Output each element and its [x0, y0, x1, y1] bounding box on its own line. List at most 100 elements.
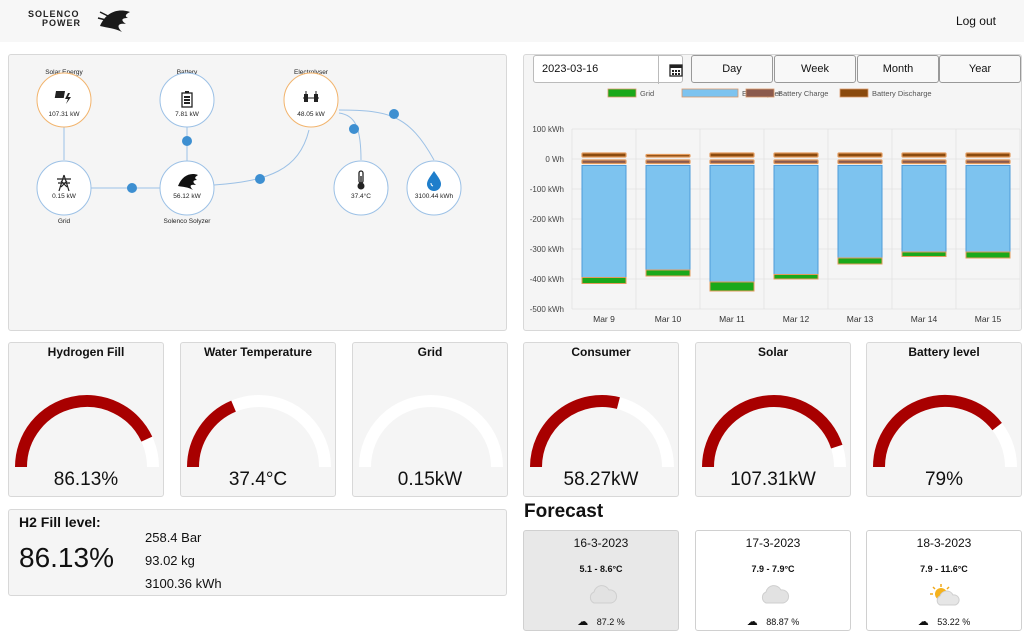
bar-grid[interactable] — [773, 274, 819, 280]
range-year-button[interactable]: Year — [939, 55, 1021, 83]
gauge-arc — [187, 395, 331, 468]
legend-label[interactable]: Battery Charge — [778, 89, 828, 98]
bar-battery-charge[interactable] — [773, 159, 819, 165]
forecast-temp: 7.9 - 11.6°C — [920, 564, 968, 574]
gauge-arc — [359, 395, 503, 468]
legend-label[interactable]: Battery Discharge — [872, 89, 932, 98]
gauge-track — [359, 395, 503, 468]
legend-swatch[interactable] — [839, 88, 869, 98]
bar-battery-discharge[interactable] — [645, 153, 691, 158]
bar-battery-discharge[interactable] — [773, 152, 819, 158]
humidity-cloud-icon: ☁ — [917, 616, 929, 628]
bar-battery-charge[interactable] — [837, 159, 883, 165]
solar-label: Solar Energy — [45, 69, 83, 76]
humidity-value: 53.22 % — [937, 617, 971, 627]
solyzer-node[interactable] — [159, 160, 215, 216]
bar-grid[interactable] — [965, 251, 1011, 259]
bar-battery-discharge[interactable] — [901, 152, 947, 158]
gauge-value: 79% — [924, 469, 964, 490]
legend-swatch[interactable] — [745, 88, 775, 98]
bar-electrolyser[interactable] — [709, 165, 755, 283]
link-dot — [182, 136, 192, 146]
sun-cloud-icon — [930, 584, 960, 606]
link-dot — [349, 124, 359, 134]
bar-battery-charge[interactable] — [645, 159, 691, 165]
humidity-value: 87.2 % — [596, 617, 625, 627]
battery-label: Battery — [177, 69, 198, 76]
gauge-hydrogen-fill: Hydrogen Fill 86.13% — [8, 342, 164, 497]
date-value: 2023-03-16 — [542, 63, 599, 75]
grid-node[interactable] — [36, 160, 92, 216]
bar-grid[interactable] — [837, 257, 883, 265]
forecast-date: 16-3-2023 — [573, 536, 629, 550]
solenco-logo[interactable]: SOLENCO POWER — [28, 6, 138, 36]
range-day-button[interactable]: Day — [691, 55, 773, 83]
humidity-cloud-icon: ☁ — [577, 616, 589, 628]
gauge-value: 107.31kW — [730, 469, 816, 490]
bar-electrolyser[interactable] — [581, 165, 627, 278]
legend-swatch[interactable] — [607, 88, 637, 98]
bar-battery-charge[interactable] — [901, 159, 947, 165]
legend-swatch[interactable] — [681, 88, 739, 98]
bar-battery-charge[interactable] — [709, 159, 755, 165]
gauge-arc — [15, 395, 159, 468]
range-month-button[interactable]: Month — [857, 55, 939, 83]
bar-electrolyser[interactable] — [901, 165, 947, 253]
gauge-fill — [702, 395, 843, 468]
gauge-water-temperature: Water Temperature 37.4°C — [180, 342, 336, 497]
gauge-track — [15, 395, 159, 468]
solar-icon — [54, 91, 71, 104]
bar-battery-discharge[interactable] — [581, 152, 627, 158]
gauge-battery-level: Battery level 79% — [866, 342, 1022, 497]
energy-flow-panel: Solar Energy 107.31 kW Battery 7.81 kW E… — [8, 54, 507, 331]
forecast-card[interactable]: 16-3-2023 5.1 - 8.6°C ☁ 87.2 % — [523, 530, 679, 631]
bar-electrolyser[interactable] — [773, 165, 819, 275]
logout-link[interactable]: Log out — [955, 14, 996, 28]
bar-electrolyser[interactable] — [645, 165, 691, 271]
x-tick-label: Mar 13 — [847, 314, 874, 324]
bar-grid[interactable] — [901, 251, 947, 257]
range-week-button[interactable]: Week — [774, 55, 856, 83]
gauge-title: Water Temperature — [203, 345, 313, 359]
bar-battery-charge[interactable] — [965, 159, 1011, 165]
bar-grid[interactable] — [709, 281, 755, 292]
bar-electrolyser[interactable] — [965, 165, 1011, 253]
y-tick-label: -500 kWh — [530, 305, 564, 314]
electrolyser-node[interactable] — [283, 72, 339, 128]
cloud-icon — [761, 585, 789, 604]
bar-electrolyser[interactable] — [837, 165, 883, 259]
bar-grid[interactable] — [645, 269, 691, 277]
gauge-title: Solar — [757, 345, 788, 359]
gauge-value: 86.13% — [53, 469, 119, 490]
bar-grid[interactable] — [581, 277, 627, 284]
temperature-value: 37.4°C — [351, 192, 371, 200]
gauge-title: Grid — [417, 345, 443, 359]
forecast-humidity: ☁ 88.87 % — [696, 615, 850, 628]
gauge-value: 37.4°C — [228, 469, 288, 490]
gauge-track — [873, 395, 1017, 468]
gauge-track — [702, 395, 846, 468]
x-tick-label: Mar 12 — [783, 314, 810, 324]
forecast-humidity: ☁ 87.2 % — [524, 615, 678, 628]
energy-chart-panel: 2023-03-16 Day Week Month Year GridElect… — [523, 54, 1022, 331]
x-tick-label: Mar 14 — [911, 314, 938, 324]
bar-battery-charge[interactable] — [581, 159, 627, 165]
solar-node[interactable] — [36, 72, 92, 128]
bar-battery-discharge[interactable] — [837, 152, 883, 158]
gauge-arc — [702, 395, 846, 468]
bar-battery-discharge[interactable] — [709, 152, 755, 158]
date-input[interactable]: 2023-03-16 — [533, 55, 683, 84]
thermometer-icon — [357, 170, 365, 190]
calendar-button[interactable] — [658, 56, 692, 84]
gauge-arc — [873, 395, 1017, 468]
brand-bottom: POWER — [42, 18, 82, 28]
y-tick-label: -400 kWh — [530, 275, 564, 284]
forecast-card[interactable]: 18-3-2023 7.9 - 11.6°C ☁ 53.22 % — [866, 530, 1022, 631]
h2-energy: 3100.36 kWh — [145, 576, 222, 591]
forecast-card[interactable]: 17-3-2023 7.9 - 7.9°C ☁ 88.87 % — [695, 530, 851, 631]
bar-battery-discharge[interactable] — [965, 152, 1011, 158]
h2-pressure: 258.4 Bar — [145, 530, 202, 545]
forecast-date: 18-3-2023 — [916, 536, 972, 550]
legend-label[interactable]: Grid — [640, 89, 654, 98]
water-value: 3100.44 kWh — [415, 193, 454, 200]
